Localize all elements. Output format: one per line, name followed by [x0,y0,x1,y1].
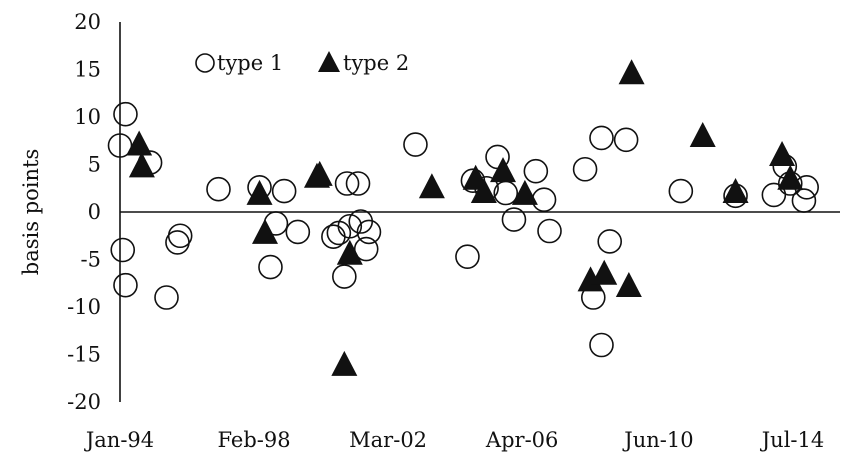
data-point-type-2 [336,239,363,265]
data-point-type-1 [167,223,193,249]
data-point-type-2 [418,173,445,199]
y-tick-label: 5 [88,153,101,177]
data-point-type-1 [271,178,297,204]
x-tick-label: Jul-14 [760,428,824,452]
data-point-type-1 [285,219,311,245]
data-point-type-2 [306,160,333,186]
data-point-type-2 [246,179,273,205]
data-point-type-1 [455,244,480,269]
x-tick-label: Jan-94 [84,428,154,452]
data-point-type-1 [523,158,549,184]
data-point-type-1 [403,132,428,157]
y-tick-label: -20 [67,390,101,414]
data-point-type-2 [722,178,749,203]
x-tick-labels: Jan-94 Feb-98 Mar-02 Apr-06 Jun-10 Jul-14 [84,428,824,452]
data-point-type-1 [537,218,562,244]
y-tick-label: 20 [74,10,101,34]
legend-circle-marker [195,53,215,73]
data-point-type-1 [791,188,817,213]
data-point-type-1 [356,219,382,245]
data-point-type-2 [769,140,796,166]
legend-label-type-1: type 1 [217,51,283,75]
y-axis-label: basis points [19,149,43,275]
data-point-type-1 [353,236,379,262]
y-tick-label: 0 [88,200,101,224]
data-point-type-1 [113,101,138,127]
x-tick-label: Apr-06 [485,428,558,452]
data-point-type-2 [126,130,153,156]
y-tick-label: -10 [67,295,101,319]
x-tick-label: Feb-98 [217,428,290,452]
data-point-type-2 [777,164,804,190]
data-point-type-1 [206,176,231,202]
data-point-type-2 [615,272,642,298]
data-point-type-2 [591,259,618,285]
data-point-type-1 [589,332,614,358]
y-tick-label: -5 [81,248,101,272]
data-point-type-1 [668,178,694,204]
data-point-type-2 [511,179,538,205]
data-point-type-1 [113,272,138,298]
data-point-type-1 [589,125,614,151]
data-point-type-1 [345,171,371,196]
data-point-type-1 [110,237,136,263]
data-point-type-1 [531,187,557,212]
y-tick-label: 15 [74,58,101,82]
data-point-type-2 [577,266,604,292]
data-point-type-2 [470,178,497,203]
data-point-type-2 [128,152,155,178]
data-point-type-2 [331,350,358,376]
legend-label-type-2: type 2 [343,51,409,75]
y-tick-labels: -20 -15 -10 -5 0 5 10 15 20 [67,10,101,414]
legend-triangle-marker [318,51,340,72]
data-point-type-1 [613,127,639,153]
data-point-type-2 [618,59,645,85]
data-point-type-1 [337,213,363,239]
data-point-type-1 [761,182,787,208]
x-tick-label: Jun-10 [622,428,693,452]
series-layer [107,59,819,376]
legend: type 1 type 2 [195,51,409,75]
data-point-type-2 [490,157,517,183]
data-point-type-2 [251,218,278,244]
data-point-type-1 [154,285,179,310]
x-tick-label: Mar-02 [349,428,427,452]
data-point-type-1 [334,171,360,196]
y-tick-label: -15 [67,343,101,367]
data-point-type-1 [258,254,283,280]
data-point-type-1 [597,229,623,254]
data-point-type-1 [332,264,357,289]
y-tick-label: 10 [74,105,101,129]
data-point-type-1 [572,156,598,182]
data-point-type-1 [501,207,527,232]
data-point-type-2 [689,121,716,147]
